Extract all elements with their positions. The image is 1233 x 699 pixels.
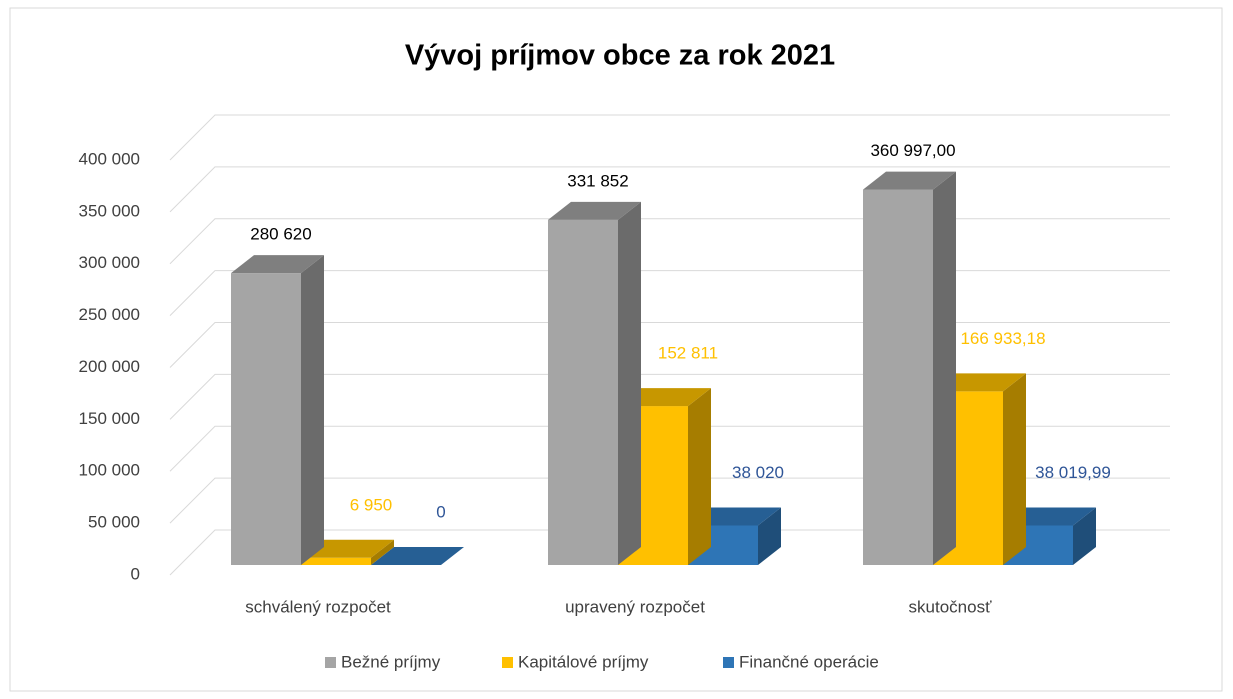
bar-top [548,201,641,220]
data-label: 360 997,00 [870,141,955,160]
bar-front [231,273,301,565]
bar-top [863,171,956,190]
bar-side [1073,507,1096,565]
legend-swatch [723,657,734,668]
bar-side [1003,373,1026,565]
bar [371,547,464,565]
grid-line [169,322,1170,368]
legend-label: Bežné príjmy [341,652,441,671]
bar-top [371,547,464,565]
bar-top [688,507,781,526]
grid-line [169,270,1170,316]
y-tick-label: 350 000 [79,201,140,220]
bar [863,171,956,566]
grid-line [169,477,1170,524]
bar-top [301,539,394,558]
data-label: 38 019,99 [1035,463,1111,482]
data-label: 0 [436,502,445,521]
bar-top [933,373,1026,392]
grid-line [169,114,1170,161]
legend-label: Finančné operácie [739,652,879,671]
bar-front [863,189,933,566]
x-tick-label: skutočnosť [909,597,993,616]
y-tick-label: 300 000 [79,253,140,272]
grid-line [169,218,1170,265]
y-tick-label: 0 [131,564,140,583]
bar [688,507,781,565]
y-tick-label: 50 000 [88,513,140,532]
bar-side [758,507,781,565]
y-tick-label: 100 000 [79,461,140,480]
bar-side [688,388,711,565]
legend-swatch [502,657,513,668]
grid-line [169,529,1170,576]
legend-swatch [325,657,336,668]
bar-side [301,255,324,565]
bar-top [1003,507,1096,526]
y-tick-label: 200 000 [79,357,140,376]
bar-front [301,557,371,565]
y-tick-label: 150 000 [79,409,140,428]
bar [301,539,394,565]
legend-label: Kapitálové príjmy [518,652,649,671]
y-tick-label: 250 000 [79,305,140,324]
bar [548,201,641,566]
grid-line [169,373,1170,420]
bar-top [231,255,324,274]
bar-side [618,201,641,566]
data-label: 331 852 [567,171,628,190]
y-tick-label: 400 000 [79,149,140,168]
x-tick-label: schválený rozpočet [245,597,391,616]
grid-line [169,166,1170,213]
bar-top [618,388,711,407]
data-label: 38 020 [732,463,784,482]
bar-side [371,539,394,565]
bar-front [548,219,618,566]
bar [231,255,324,565]
data-label: 152 811 [658,344,718,363]
grid-line [169,425,1170,472]
data-label: 6 950 [350,495,393,514]
data-label: 280 620 [250,225,311,244]
chart-title: Vývoj príjmov obce za rok 2021 [405,40,835,72]
data-label: 166 933,18 [960,329,1045,348]
x-tick-label: upravený rozpočet [565,597,705,616]
bar-side [933,171,956,566]
